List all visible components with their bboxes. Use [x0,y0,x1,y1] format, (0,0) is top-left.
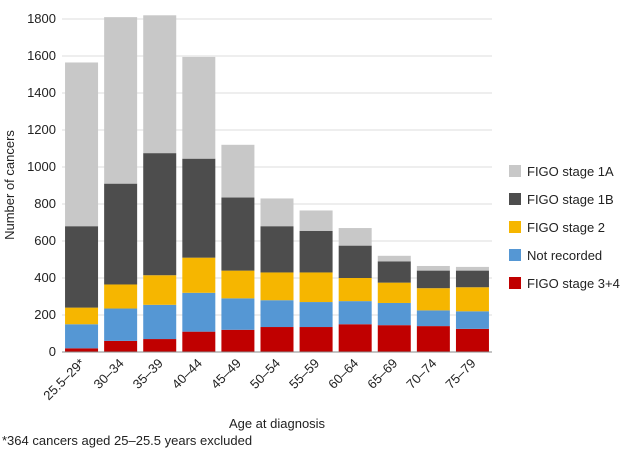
x-tick-label: 55–59 [286,356,322,392]
x-tick-label: 45–49 [208,356,244,392]
bar-segment [104,284,138,309]
y-tick-label: 200 [34,307,56,322]
bar-segment [182,158,216,258]
bar-segment [338,301,372,325]
y-tick-label: 0 [49,344,56,359]
legend-label: FIGO stage 1B [527,192,614,207]
bar-segment [260,226,294,273]
bar-segment [338,245,372,278]
bar-segment [143,339,177,352]
y-tick-label: 1400 [27,85,56,100]
bar-segment [65,348,99,352]
legend-label: Not recorded [527,248,602,263]
x-tick-label: 75–79 [442,356,478,392]
bar-segment [260,300,294,328]
footnote: *364 cancers aged 25–25.5 years excluded [2,433,252,448]
bar-segment [104,183,138,285]
bar-segment [377,261,411,283]
y-tick-label: 1200 [27,122,56,137]
legend-swatch [509,277,521,289]
x-tick-label: 70–74 [403,356,439,392]
bar-segment [338,324,372,352]
y-tick-label: 800 [34,196,56,211]
bar-segment [143,153,177,276]
bar-segment [104,340,138,352]
y-tick-label: 1000 [27,159,56,174]
y-tick-label: 400 [34,270,56,285]
bar-segment [455,266,489,271]
y-axis-label: Number of cancers [2,130,17,240]
bar-segment [65,324,99,349]
bar-segment [455,311,489,329]
bar-segment [143,275,177,305]
x-tick-label: 60–64 [325,356,361,392]
bar-segment [416,270,450,289]
x-tick-label: 40–44 [169,356,205,392]
bar-segment [65,307,99,325]
bar-segment [377,282,411,303]
bar-segment [455,287,489,312]
x-tick-label: 35–39 [130,356,166,392]
bar-segment [221,144,255,198]
bar-segment [65,226,99,308]
bar-segment [65,62,99,227]
bar-segment [104,17,138,184]
bar-segment [182,56,216,159]
bar-segment [260,327,294,352]
bar-segment [143,304,177,340]
x-tick-label: 25.5–29* [40,356,87,403]
bar-segment [299,327,333,352]
bar-segment [182,257,216,293]
bar-segment [221,270,255,299]
bar-segment [377,325,411,352]
bar-segment [299,302,333,328]
legend-swatch [509,193,521,205]
legend-swatch [509,221,521,233]
legend-swatch [509,165,521,177]
bar-segment [260,198,294,227]
bar-segment [260,272,294,301]
bar-segment [377,255,411,262]
bar-segment [416,265,450,271]
legend-label: FIGO stage 2 [527,220,605,235]
bar-segment [455,270,489,288]
bar-segment [338,228,372,246]
y-tick-label: 1800 [27,11,56,26]
legend-label: FIGO stage 3+4 [527,276,620,291]
bar-segment [143,15,177,154]
bar-segment [221,197,255,271]
y-tick-label: 600 [34,233,56,248]
x-axis-label: Age at diagnosis [229,416,326,431]
y-tick-label: 1600 [27,48,56,63]
bar-segment [299,210,333,231]
legend-swatch [509,249,521,261]
bar-segment [416,310,450,327]
bar-segment [416,326,450,352]
bar-segment [182,292,216,332]
legend-label: FIGO stage 1A [527,164,614,179]
bar-segment [455,328,489,352]
bar-segment [299,272,333,303]
bar-segment [104,308,138,341]
bar-segment [377,302,411,326]
x-tick-label: 65–69 [364,356,400,392]
x-tick-label: 50–54 [247,356,283,392]
bar-segment [299,230,333,273]
bar-segment [416,288,450,311]
bar-segment [221,329,255,352]
bar-segment [338,278,372,302]
bar-segment [182,331,216,352]
x-tick-label: 30–34 [91,356,127,392]
bar-segment [221,298,255,330]
